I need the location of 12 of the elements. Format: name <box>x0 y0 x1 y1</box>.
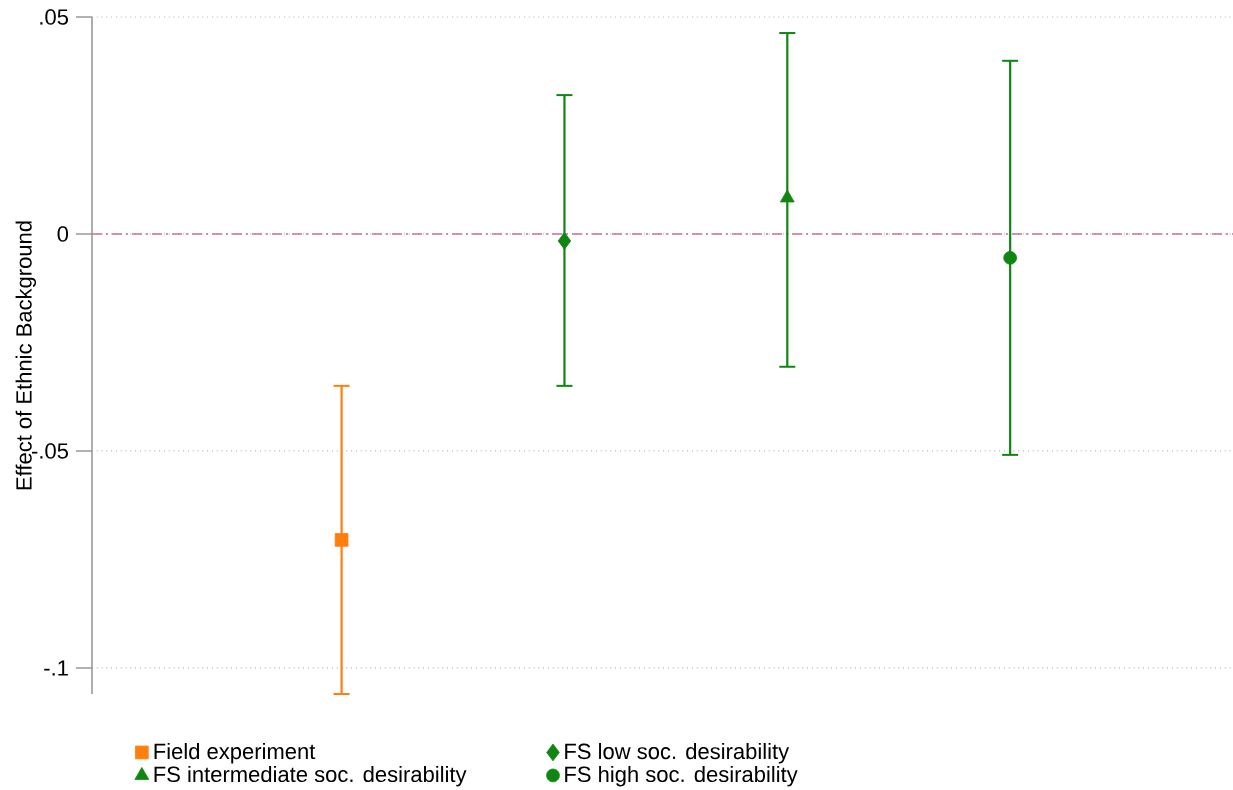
y-tick-label: 0 <box>57 226 69 242</box>
y-tick-label: .05 <box>40 9 68 25</box>
legend-label: FS low soc. desirability <box>565 743 790 764</box>
legend-label: FS intermediate soc. desirability <box>154 765 467 787</box>
y-tick-label: -.05 <box>32 443 68 459</box>
point <box>557 232 572 250</box>
point <box>779 189 795 203</box>
point <box>1003 251 1017 265</box>
y-tick-label: -.1 <box>44 660 68 676</box>
legend-label: FS high soc. desirability <box>565 765 798 787</box>
legend-label: Field experiment <box>154 743 316 764</box>
point <box>334 533 349 547</box>
